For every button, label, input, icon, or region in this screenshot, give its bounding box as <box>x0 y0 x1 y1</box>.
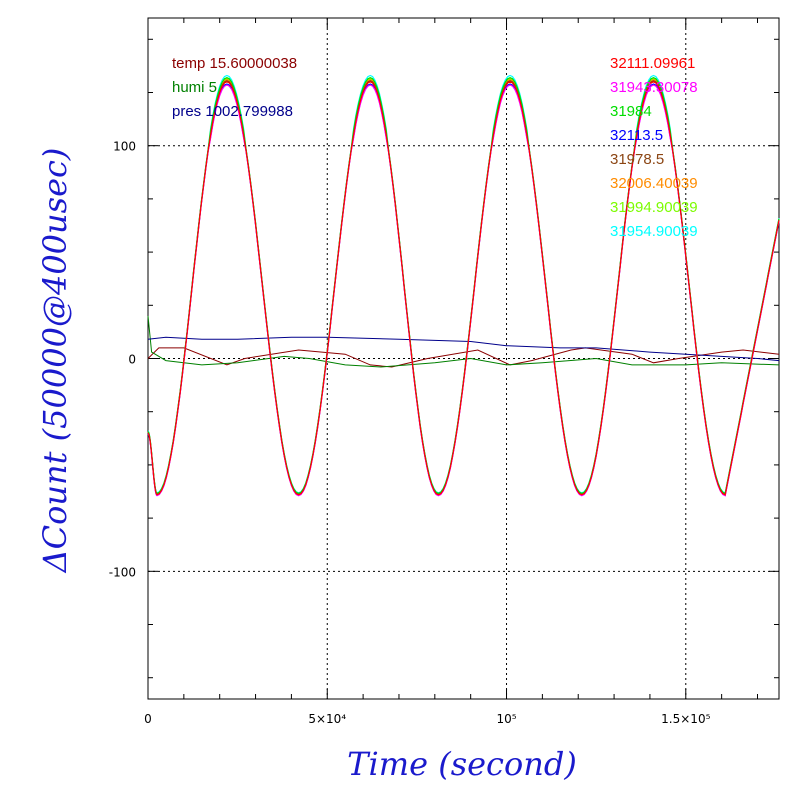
y-axis-title: ΔCount (50000@400usec) <box>36 148 74 575</box>
x-axis-title: Time (second) <box>347 745 577 783</box>
legend-entry: 31943.30078 <box>610 79 698 96</box>
series-line <box>147 74 780 494</box>
y-tick-label: -100 <box>109 565 136 579</box>
x-tick-label: 10⁵ <box>496 712 516 726</box>
series-line <box>147 84 780 497</box>
grid-lines <box>148 18 779 699</box>
legend-entry: 31984 <box>610 103 652 120</box>
legend-entry: 32111.09961 <box>610 55 695 72</box>
series-line <box>147 336 780 362</box>
series-line <box>147 76 780 495</box>
series-line <box>147 80 780 496</box>
legend-entry: 31954.90039 <box>610 223 698 240</box>
legend-entry: pres 1002.799988 <box>172 103 293 120</box>
x-tick-label: 5×10⁴ <box>308 712 346 726</box>
legend-entry: temp 15.60000038 <box>172 55 297 72</box>
legend-entry: 32006.40039 <box>610 175 698 192</box>
legend-entry: 32113.5 <box>610 127 663 144</box>
legend-entry: 31994.90039 <box>610 199 698 216</box>
axis-ticks: 0 5×10⁴ 10⁵ 1.5×10⁵ 100 0 -100 <box>109 18 779 726</box>
series-layer <box>147 74 780 497</box>
legend-entry: 31978.5 <box>610 151 664 168</box>
x-tick-label: 1.5×10⁵ <box>661 712 710 726</box>
y-tick-label: 100 <box>113 140 136 154</box>
y-tick-label: 0 <box>128 353 136 367</box>
series-line <box>147 81 780 496</box>
series-line <box>147 78 780 495</box>
series-line <box>147 347 780 368</box>
legend-entry: humi 5 <box>172 79 217 96</box>
series-line <box>147 315 780 368</box>
x-tick-label: 0 <box>144 712 152 726</box>
legend: temp 15.60000038 humi 5 pres 1002.799988 32… <box>172 55 698 240</box>
series-line <box>147 79 780 495</box>
